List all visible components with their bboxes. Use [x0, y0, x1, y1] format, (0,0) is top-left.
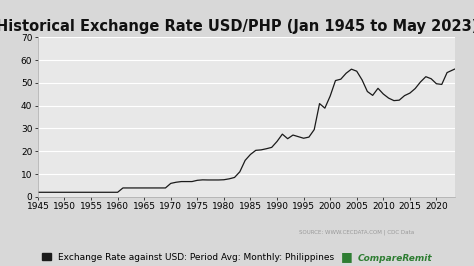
- Legend: Exchange Rate against USD: Period Avg: Monthly: Philippines: Exchange Rate against USD: Period Avg: M…: [38, 249, 338, 265]
- Text: CompareRemit: CompareRemit: [358, 254, 432, 263]
- Text: Historical Exchange Rate USD/PHP (Jan 1945 to May 2023): Historical Exchange Rate USD/PHP (Jan 19…: [0, 19, 474, 34]
- Text: SOURCE: WWW.CECDATA.COM | CDC Data: SOURCE: WWW.CECDATA.COM | CDC Data: [299, 230, 414, 235]
- Text: ■: ■: [341, 250, 353, 263]
